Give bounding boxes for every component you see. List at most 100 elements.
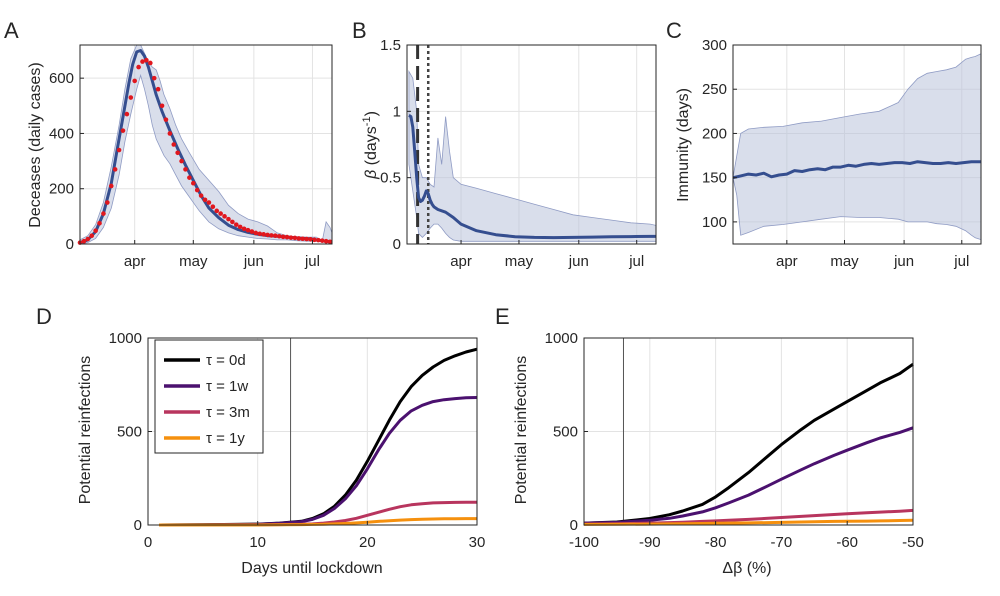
data-point xyxy=(124,111,130,117)
y-tick-label: 400 xyxy=(49,125,74,142)
data-point xyxy=(312,237,317,243)
x-tick-label: jul xyxy=(628,253,644,270)
y-tick-label: 100 xyxy=(702,214,727,231)
panel-label-a: A xyxy=(4,18,19,43)
y-tick-label: 200 xyxy=(702,125,727,142)
data-point xyxy=(265,232,270,238)
x-tick-label: jun xyxy=(893,253,914,270)
series-line-tau-1w xyxy=(583,426,914,525)
y-tick-label: 1.5 xyxy=(380,37,401,54)
data-point xyxy=(183,167,188,172)
confidence-band xyxy=(732,53,982,241)
data-point xyxy=(187,175,192,180)
x-tick-label: jul xyxy=(304,253,320,270)
data-point xyxy=(132,78,137,84)
series-line-tau-1y xyxy=(159,517,477,527)
data-point xyxy=(233,222,239,227)
model-line xyxy=(408,114,656,240)
x-tick-label: may xyxy=(830,253,859,270)
data-point xyxy=(319,238,325,243)
data-point xyxy=(151,75,157,81)
panel-label-d: D xyxy=(36,304,52,329)
data-point xyxy=(97,220,102,226)
data-point xyxy=(175,150,180,156)
y-tick-label: 1000 xyxy=(109,330,142,347)
data-point xyxy=(280,234,286,240)
x-tick-label: apr xyxy=(450,253,472,270)
series-line-tau-1w xyxy=(158,396,478,527)
data-point xyxy=(144,57,149,63)
x-tick-label: may xyxy=(179,253,208,270)
y-tick-label: 600 xyxy=(49,70,74,87)
data-point xyxy=(316,237,321,243)
data-point xyxy=(108,183,114,189)
y-tick-label: 1 xyxy=(393,103,401,120)
axes-box xyxy=(79,44,333,245)
y-axis-label: Potential reinfections xyxy=(77,356,94,505)
data-point xyxy=(105,200,110,205)
data-point xyxy=(163,117,169,122)
y-axis-label: Potential reinfections xyxy=(513,356,530,505)
x-tick-label: -80 xyxy=(705,534,727,551)
data-point xyxy=(296,236,302,241)
x-tick-label: may xyxy=(505,253,534,270)
model-line xyxy=(732,160,981,180)
data-point xyxy=(116,147,122,153)
data-point xyxy=(210,204,216,209)
data-point xyxy=(288,235,294,240)
data-point xyxy=(222,214,227,219)
series-line-tau-1y xyxy=(583,518,914,526)
data-point xyxy=(327,239,333,245)
data-point xyxy=(249,229,255,234)
data-point xyxy=(112,167,118,172)
legend-label-tau-1w: τ = 1w xyxy=(206,378,248,395)
series-line-tau-3m xyxy=(159,500,477,527)
x-tick-label: -60 xyxy=(836,534,858,551)
data-point xyxy=(136,64,141,70)
x-tick-label: -50 xyxy=(902,534,924,551)
x-axis-label: Δβ (%) xyxy=(722,560,771,577)
panel-c: C 100 150 200 250 300 apr may jun jul Immunity … xyxy=(666,18,982,270)
data-point xyxy=(120,128,126,133)
data-point xyxy=(253,230,259,236)
data-point xyxy=(276,233,282,239)
axes-box xyxy=(406,44,657,245)
y-tick-label: 300 xyxy=(702,37,727,54)
data-point xyxy=(304,236,309,242)
data-point xyxy=(155,86,161,92)
data-point xyxy=(202,197,208,203)
data-point xyxy=(257,231,263,237)
x-tick-label: 10 xyxy=(249,534,266,551)
data-point xyxy=(230,219,235,225)
x-tick-label: jul xyxy=(953,253,969,270)
y-tick-label: 500 xyxy=(117,424,142,441)
data-point xyxy=(167,131,173,136)
data-point xyxy=(226,216,231,222)
x-tick-label: apr xyxy=(124,253,146,270)
panel-label-e: E xyxy=(495,304,510,329)
y-tick-label: 0 xyxy=(393,236,401,253)
data-point xyxy=(214,208,220,214)
data-point xyxy=(273,233,278,239)
data-point xyxy=(206,200,212,205)
data-point xyxy=(308,237,313,242)
data-point xyxy=(85,236,91,242)
x-tick-label: -70 xyxy=(771,534,793,551)
panel-label-c: C xyxy=(666,18,682,43)
data-point xyxy=(300,236,305,242)
data-point xyxy=(171,142,177,147)
y-tick-label: 0.5 xyxy=(380,170,401,187)
data-point xyxy=(245,227,251,233)
x-tick-label: apr xyxy=(776,253,798,270)
data-point xyxy=(323,238,329,244)
x-tick-label: 20 xyxy=(359,534,376,551)
legend-label-tau-0d: τ = 0d xyxy=(206,352,246,369)
x-tick-label: jun xyxy=(568,253,589,270)
x-tick-label: -100 xyxy=(569,534,599,551)
data-point xyxy=(101,211,106,216)
data-point xyxy=(93,228,98,234)
panel-e: E 0 500 1000 -100 -90 -80 -70 -60 -50 Potential… xyxy=(495,304,924,577)
data-point xyxy=(81,238,87,244)
y-tick-label: 0 xyxy=(134,517,142,534)
data-point xyxy=(140,59,145,64)
